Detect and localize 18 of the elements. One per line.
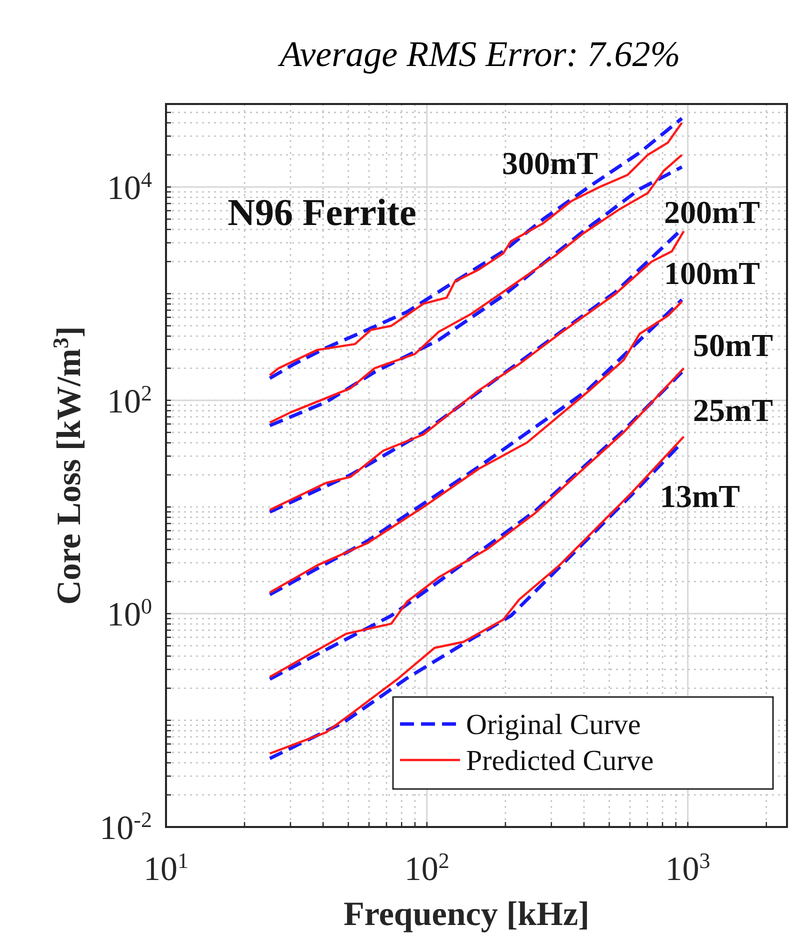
annotation: 50mT [693, 327, 773, 363]
annotation: 25mT [693, 392, 773, 428]
y-tick-label: 10$^{-2}$ [100, 806, 152, 847]
annotation: 200mT [664, 194, 760, 230]
y-tick-label: 10$^{4}$ [107, 166, 152, 207]
annotation: 100mT [664, 255, 760, 291]
y-tick-label: 10$^{0}$ [107, 593, 152, 634]
x-tick-label: 10$^{2}$ [404, 848, 450, 888]
y-tick-label: 10$^{2}$ [107, 380, 152, 420]
x-axis-title: Frequency [kHz] [344, 896, 590, 933]
legend-label: Predicted Curve [466, 745, 654, 777]
chart-title: Average RMS Error: 7.62% [278, 34, 680, 74]
legend-label: Original Curve [466, 709, 641, 741]
annotation: N96 Ferrite [228, 192, 416, 234]
annotation: 300mT [502, 145, 598, 181]
x-tick-label: 10$^{1}$ [144, 848, 188, 888]
annotation: 13mT [660, 478, 740, 514]
x-tick-label: 10$^{3}$ [665, 848, 710, 888]
